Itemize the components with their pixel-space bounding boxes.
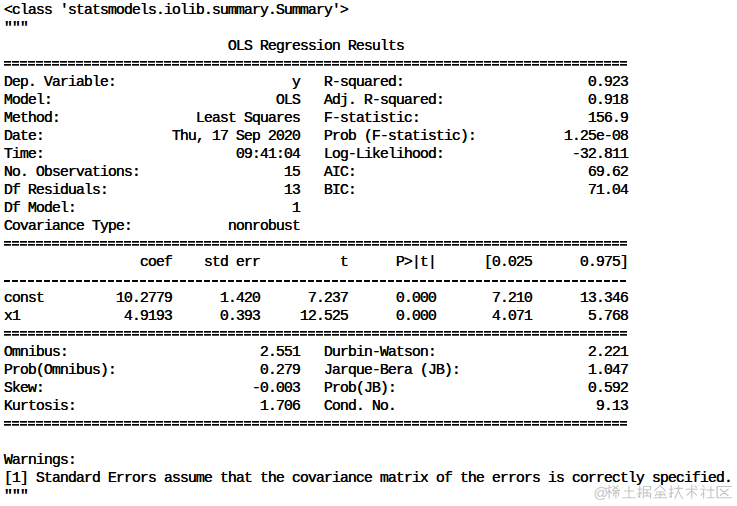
svg-text:@: @ — [594, 485, 609, 501]
